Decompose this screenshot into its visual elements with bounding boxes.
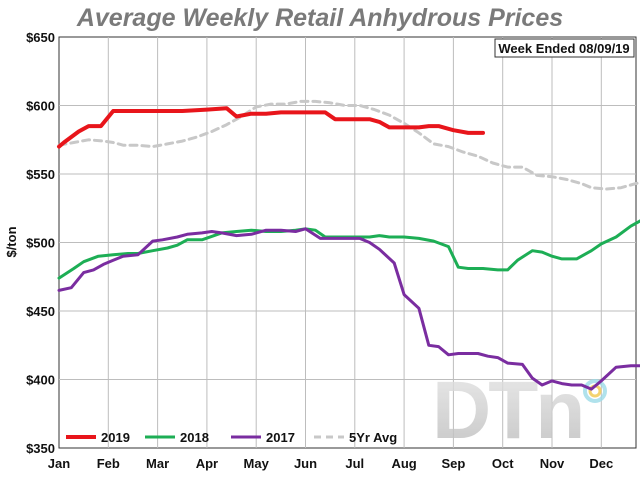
y-tick-label: $350 (26, 441, 55, 456)
y-tick-label: $400 (26, 373, 55, 388)
x-tick-label: May (244, 456, 270, 471)
x-tick-label: Mar (146, 456, 169, 471)
legend-label: 2019 (101, 430, 130, 445)
legend: 2019 2018 2017 5Yr Avg (66, 430, 397, 445)
y-tick-label: $500 (26, 236, 55, 251)
x-tick-label: Nov (540, 456, 565, 471)
x-tick-label: Aug (391, 456, 416, 471)
series-line-5yr-avg (57, 99, 640, 191)
x-tick-label: Jun (294, 456, 317, 471)
x-tick-label: Jan (48, 456, 70, 471)
x-tick-label: Sep (441, 456, 465, 471)
y-tick-label: $550 (26, 167, 55, 182)
week-ended-note: Week Ended 08/09/19 (498, 41, 629, 56)
series-line-2019 (57, 106, 485, 149)
x-tick-label: Apr (196, 456, 218, 471)
x-tick-label: Dec (589, 456, 613, 471)
y-tick-label: $450 (26, 304, 55, 319)
x-axis-ticks: Jan Feb Mar Apr May Jun Jul Aug Sep Oct Nov Dec (48, 456, 613, 471)
x-tick-label: Jul (345, 456, 364, 471)
x-tick-label: Oct (492, 456, 514, 471)
series-line-2018 (57, 219, 640, 280)
legend-label: 2018 (180, 430, 209, 445)
note-box (494, 38, 635, 58)
series-line-2017 (57, 227, 640, 391)
dtn-logo-ring-outer (583, 379, 607, 403)
dtn-logo-text: DTn (432, 365, 582, 456)
legend-label: 2017 (266, 430, 295, 445)
x-tick-label: Feb (97, 456, 120, 471)
y-tick-label: $600 (26, 99, 55, 114)
chart-title: Average Weekly Retail Anhydrous Prices (76, 4, 564, 32)
series-layer (57, 99, 640, 391)
y-axis-label: $/ton (4, 226, 19, 257)
y-tick-label: $650 (26, 30, 55, 45)
y-axis-ticks: $350 $400 $450 $500 $550 $600 $650 (26, 30, 55, 456)
legend-label: 5Yr Avg (349, 430, 397, 445)
dtn-logo: DTn (432, 365, 607, 456)
